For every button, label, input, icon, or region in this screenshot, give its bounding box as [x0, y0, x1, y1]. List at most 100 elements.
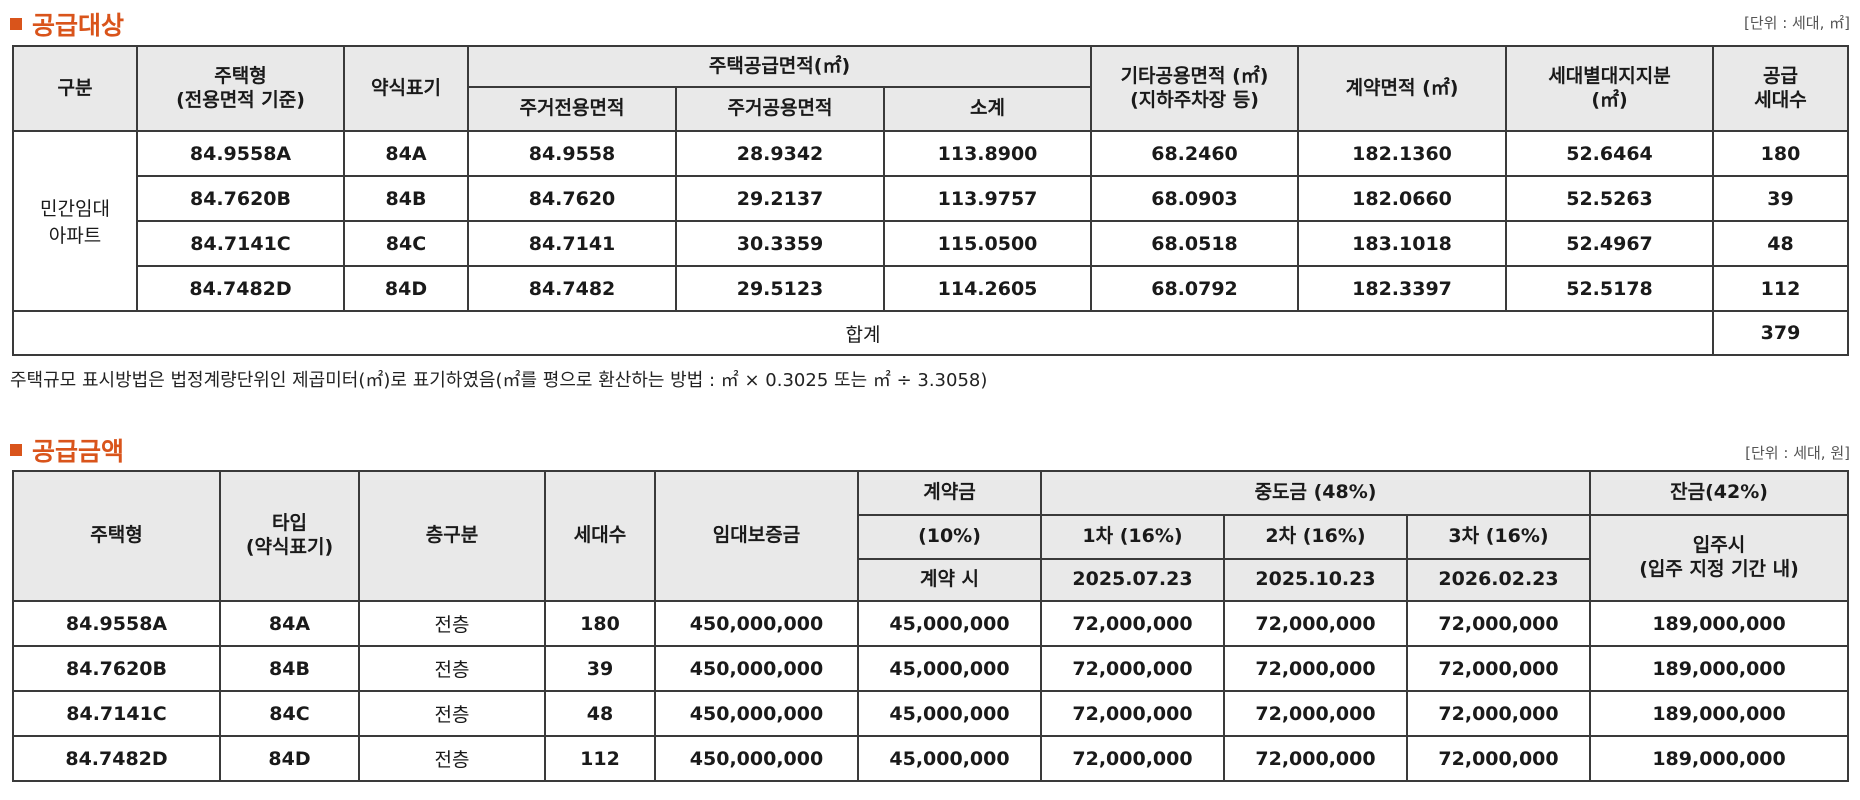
- cell-abbr: 84D: [219, 735, 360, 782]
- unit-label: [단위 : 세대, ㎡]: [1743, 14, 1850, 32]
- cell-units: 39: [1712, 175, 1850, 222]
- cell-m3: 72,000,000: [1405, 690, 1592, 737]
- header-type-sub: (약식표기): [245, 536, 334, 558]
- header-supply-area: 주택공급면적(㎡): [466, 45, 1093, 88]
- cell-deposit: 450,000,000: [654, 690, 859, 737]
- cell-deposit: 450,000,000: [654, 735, 859, 782]
- cell-type: 84.9558A: [136, 130, 345, 177]
- cell-floor: 전층: [358, 600, 546, 647]
- cell-units: 180: [1712, 130, 1850, 177]
- header-m2-date: 2025.10.23: [1223, 558, 1408, 602]
- cell-abbr: 84A: [343, 130, 469, 177]
- header-supply-units: 공급 세대수: [1712, 45, 1850, 132]
- header-contract-area: 계약면적 (㎡): [1297, 45, 1508, 132]
- cell-exclusive: 84.7482: [467, 265, 677, 312]
- header-deposit: 임대보증금: [654, 470, 859, 602]
- cell-m3: 72,000,000: [1405, 600, 1592, 647]
- cell-m3: 72,000,000: [1405, 645, 1592, 692]
- header-land-share-sub: (㎡): [1591, 88, 1628, 111]
- category-line-1: 민간임대: [40, 198, 110, 220]
- header-balance-when-sub: (입주 지정 기간 내): [1639, 558, 1799, 580]
- header-other-common: 기타공용면적 (㎡) (지하주차장 등): [1090, 45, 1300, 132]
- cell-contract: 45,000,000: [857, 645, 1042, 692]
- total-label: 합계: [11, 310, 1715, 356]
- cell-units: 112: [544, 735, 656, 782]
- header-type: 타입 (약식표기): [219, 470, 360, 602]
- cell-other: 68.0518: [1090, 220, 1300, 267]
- table-row: 84.7620B 84B 전층 39 450,000,000 45,000,00…: [12, 645, 1850, 692]
- header-house-type: 주택형: [12, 470, 221, 602]
- cell-abbr: 84A: [219, 600, 360, 647]
- header-other-common-label: 기타공용면적 (㎡): [1120, 64, 1269, 87]
- total-units: 379: [1712, 310, 1850, 356]
- cell-contract: 45,000,000: [857, 735, 1042, 782]
- cell-contract: 45,000,000: [857, 690, 1042, 737]
- cell-m1: 72,000,000: [1040, 690, 1225, 737]
- supply-price-table: 주택형 타입 (약식표기) 층구분 세대수 임대보증금 계약금 중도금 (48%…: [12, 470, 1850, 782]
- header-land-share: 세대별대지지분 (㎡): [1505, 45, 1715, 132]
- header-units: 세대수: [544, 470, 656, 602]
- header-house-type-sub: (전용면적 기준): [176, 88, 305, 111]
- header-m2: 2차 (16%): [1223, 514, 1408, 560]
- cell-floor: 전층: [358, 645, 546, 692]
- cell-m2: 72,000,000: [1223, 600, 1408, 647]
- table-row: 84.7141C 84C 전층 48 450,000,000 45,000,00…: [12, 690, 1850, 737]
- table-row: 민간임대 아파트 84.9558A 84A 84.9558 28.9342 11…: [12, 130, 1850, 312]
- cell-subtotal: 114.2605: [882, 265, 1093, 312]
- cell-contract: 182.0660: [1297, 175, 1508, 222]
- supply-target-title: 공급대상: [10, 6, 124, 42]
- table-row: 84.7482D 84D 전층 112 450,000,000 45,000,0…: [12, 735, 1850, 782]
- cell-deposit: 450,000,000: [654, 600, 859, 647]
- cell-type: 84.9558A: [12, 600, 221, 647]
- header-floor: 층구분: [358, 470, 546, 602]
- cell-abbr: 84B: [343, 175, 469, 222]
- section-title-text: 공급금액: [32, 437, 125, 466]
- header-land-share-label: 세대별대지지분: [1548, 64, 1671, 87]
- category-cell: 민간임대 아파트: [12, 130, 138, 312]
- header-house-type: 주택형 (전용면적 기준): [136, 45, 345, 132]
- cell-balance: 189,000,000: [1589, 735, 1850, 782]
- cell-abbr: 84C: [343, 220, 469, 267]
- header-other-common-sub: (지하주차장 등): [1130, 88, 1259, 111]
- header-balance-when-label: 입주시: [1692, 534, 1746, 557]
- header-contract-pct: (10%): [857, 514, 1042, 560]
- header-type-label: 타입: [272, 512, 307, 535]
- cell-units: 48: [544, 690, 656, 737]
- cell-land: 52.5178: [1505, 265, 1715, 312]
- header-m3: 3차 (16%): [1405, 514, 1592, 560]
- total-row: 합계 379: [11, 310, 1850, 356]
- header-supply-units-label: 공급: [1763, 64, 1798, 87]
- cell-balance: 189,000,000: [1589, 600, 1850, 647]
- cell-m2: 72,000,000: [1223, 690, 1408, 737]
- cell-type: 84.7141C: [12, 690, 221, 737]
- header-m1: 1차 (16%): [1040, 514, 1225, 560]
- cell-land: 52.6464: [1505, 130, 1715, 177]
- cell-common: 28.9342: [675, 130, 885, 177]
- cell-subtotal: 113.8900: [882, 130, 1093, 177]
- cell-subtotal: 115.0500: [882, 220, 1093, 267]
- header-exclusive: 주거전용면적: [467, 86, 677, 132]
- cell-contract: 183.1018: [1297, 220, 1508, 267]
- cell-deposit: 450,000,000: [654, 645, 859, 692]
- cell-type: 84.7482D: [136, 265, 345, 312]
- cell-common: 29.2137: [675, 175, 885, 222]
- cell-common: 30.3359: [675, 220, 885, 267]
- cell-m1: 72,000,000: [1040, 645, 1225, 692]
- header-balance-when: 입주시 (입주 지정 기간 내): [1589, 514, 1850, 602]
- header-m3-date: 2026.02.23: [1405, 558, 1592, 602]
- cell-exclusive: 84.7620: [467, 175, 677, 222]
- unit-label: [단위 : 세대, 원]: [1745, 444, 1850, 462]
- header-common: 주거공용면적: [675, 86, 885, 132]
- header-m1-date: 2025.07.23: [1040, 558, 1225, 602]
- square-bullet-icon: [10, 444, 22, 456]
- cell-type: 84.7620B: [12, 645, 221, 692]
- cell-m3: 72,000,000: [1405, 735, 1592, 782]
- cell-m2: 72,000,000: [1223, 735, 1408, 782]
- header-abbr: 약식표기: [343, 45, 469, 132]
- cell-units: 48: [1712, 220, 1850, 267]
- section-title-text: 공급대상: [32, 11, 125, 40]
- cell-floor: 전층: [358, 690, 546, 737]
- cell-type: 84.7141C: [136, 220, 345, 267]
- header-category: 구분: [12, 45, 138, 132]
- supply-target-table: 구분 주택형 (전용면적 기준) 약식표기 주택공급면적(㎡) 기타공용면적 (…: [11, 45, 1850, 356]
